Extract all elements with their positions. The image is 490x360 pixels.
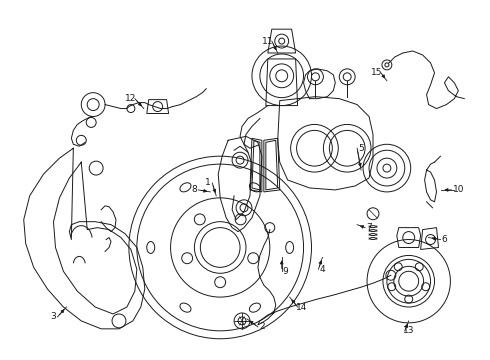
Text: 6: 6 bbox=[441, 235, 447, 244]
Text: 12: 12 bbox=[125, 94, 137, 103]
Text: 13: 13 bbox=[403, 326, 415, 335]
Text: 5: 5 bbox=[358, 144, 364, 153]
Text: 2: 2 bbox=[259, 322, 265, 331]
Text: 10: 10 bbox=[453, 185, 464, 194]
Text: 1: 1 bbox=[205, 179, 211, 188]
Text: 3: 3 bbox=[50, 312, 56, 321]
Text: 11: 11 bbox=[262, 37, 273, 46]
Text: 15: 15 bbox=[371, 68, 383, 77]
Text: 14: 14 bbox=[296, 302, 307, 311]
Text: 4: 4 bbox=[319, 265, 325, 274]
Text: 7: 7 bbox=[366, 223, 372, 232]
Text: 8: 8 bbox=[192, 185, 197, 194]
Text: 9: 9 bbox=[283, 267, 289, 276]
